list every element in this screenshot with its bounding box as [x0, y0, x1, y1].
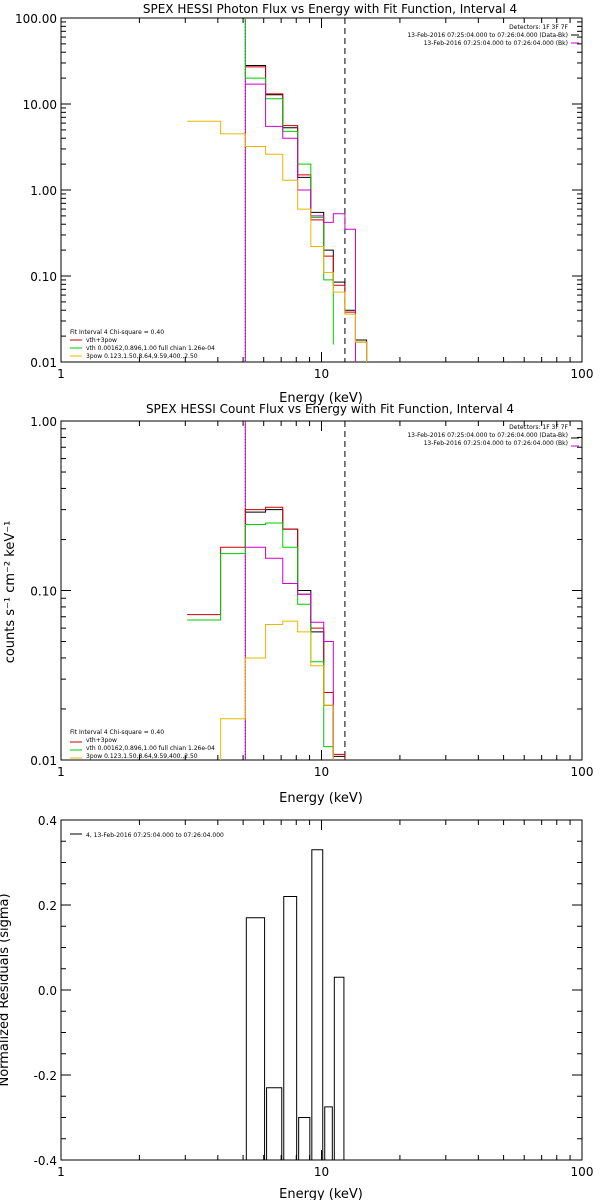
residuals-y-label: Normalized Residuals (sigma) — [0, 893, 12, 1086]
photon-flux-fit-text: Fit Interval 4 Chi-square = 0.40 — [70, 329, 164, 336]
plot-frame — [60, 420, 583, 761]
x-tick-label: 1 — [57, 765, 65, 779]
residual-bar — [311, 849, 324, 1161]
series-step-line-4 — [220, 620, 334, 760]
residuals-x-label: Energy (keV) — [279, 1187, 363, 1200]
series-group — [187, 421, 346, 760]
y-tick-label: 0.01 — [30, 754, 57, 768]
x-tick-label: 100 — [571, 1165, 594, 1179]
count-flux-legend-right-2: 13-Feb-2016 07:25:04.000 to 07:26:04.000… — [424, 440, 568, 447]
residual-bar — [324, 1106, 333, 1161]
count-flux-legend-left-2: vth 0.00162,0.896,1.00 full chian 1.26e-… — [86, 745, 215, 752]
y-tick-label: 1.00 — [30, 184, 57, 198]
photon-flux-x-label: Energy (keV) — [279, 391, 363, 406]
y-tick-label: 10.00 — [23, 98, 57, 112]
photon-flux-legend-right-1: 13-Feb-2016 07:25:04.000 to 07:26:04.000… — [407, 32, 568, 39]
series-group — [187, 18, 368, 362]
count-flux-x-label: Energy (keV) — [279, 791, 363, 806]
residual-bar — [298, 1117, 311, 1161]
y-tick-label: 0.4 — [38, 814, 57, 828]
x-tick-label: 1 — [57, 367, 65, 381]
count-flux-legend-right-1: 13-Feb-2016 07:25:04.000 to 07:26:04.000… — [407, 432, 568, 439]
y-tick-label: 100.00 — [15, 12, 57, 26]
count-flux-legend-left-1: vth+3pow — [86, 737, 117, 744]
series-step-line-1 — [245, 66, 368, 362]
count-flux-title: SPEX HESSI Count Flux vs Energy with Fit… — [146, 402, 514, 416]
y-tick-label: 0.10 — [30, 585, 57, 599]
y-tick-label: 0.2 — [38, 899, 57, 913]
plot-frame — [60, 17, 583, 363]
count-flux-legend-left-3: 3pow 0.123,1.50,8.64,9.59,400.,2.50 — [86, 753, 198, 760]
count-flux-panel: SPEX HESSI Count Flux vs Energy with Fit… — [3, 402, 593, 806]
series-step-line-3 — [245, 546, 334, 760]
series-step-line-4 — [187, 120, 368, 362]
y-tick-label: -0.2 — [34, 1069, 57, 1083]
x-tick-label: 10 — [314, 367, 329, 381]
residuals-panel: 4, 13-Feb-2016 07:25:04.000 to 07:26:04.… — [0, 814, 594, 1202]
count-flux-detectors: Detectors: 1F 3F 7F — [509, 424, 568, 431]
series-step-line-2 — [187, 522, 334, 760]
series-step-line-2 — [244, 18, 334, 345]
y-tick-label: 0.0 — [38, 984, 57, 998]
photon-flux-title: SPEX HESSI Photon Flux vs Energy with Fi… — [143, 2, 517, 16]
photon-flux-detectors: Detectors: 1F 3F 7F — [509, 24, 568, 31]
series-step-line-0 — [245, 509, 346, 760]
count-flux-y-label: counts s⁻¹ cm⁻² keV⁻¹ — [3, 521, 18, 664]
x-tick-label: 10 — [314, 765, 329, 779]
residual-bar — [333, 976, 345, 1161]
residual-bar — [266, 1087, 283, 1161]
photon-flux-legend-left-3: 3pow 0.123,1.50,8.64,9.59,400.,2.50 — [86, 353, 198, 360]
y-tick-label: 0.01 — [30, 356, 57, 370]
residuals-legend-text: 4, 13-Feb-2016 07:25:04.000 to 07:26:04.… — [86, 832, 224, 839]
plot-frame — [60, 819, 583, 1161]
y-tick-label: 0.10 — [30, 270, 57, 284]
y-tick-label: -0.4 — [34, 1154, 57, 1168]
photon-flux-legend-right-2: 13-Feb-2016 07:25:04.000 to 07:26:04.000… — [424, 40, 568, 47]
x-tick-label: 100 — [571, 765, 594, 779]
series-step-line-3 — [245, 83, 356, 362]
series-step-line-0 — [245, 65, 368, 362]
x-tick-label: 100 — [571, 367, 594, 381]
count-flux-fit-text: Fit Interval 4 Chi-square = 0.40 — [70, 729, 164, 736]
residual-bar — [283, 896, 298, 1161]
x-tick-label: 10 — [314, 1165, 329, 1179]
photon-flux-legend-left-1: vth+3pow — [86, 337, 117, 344]
photon-flux-legend-left-2: vth 0.00162,0.896,1.00 full chian 1.26e-… — [86, 345, 215, 352]
x-tick-label: 1 — [57, 1165, 65, 1179]
residual-bar — [245, 917, 266, 1161]
photon-flux-panel: SPEX HESSI Photon Flux vs Energy with Fi… — [15, 2, 593, 406]
y-tick-label: 1.00 — [30, 415, 57, 429]
